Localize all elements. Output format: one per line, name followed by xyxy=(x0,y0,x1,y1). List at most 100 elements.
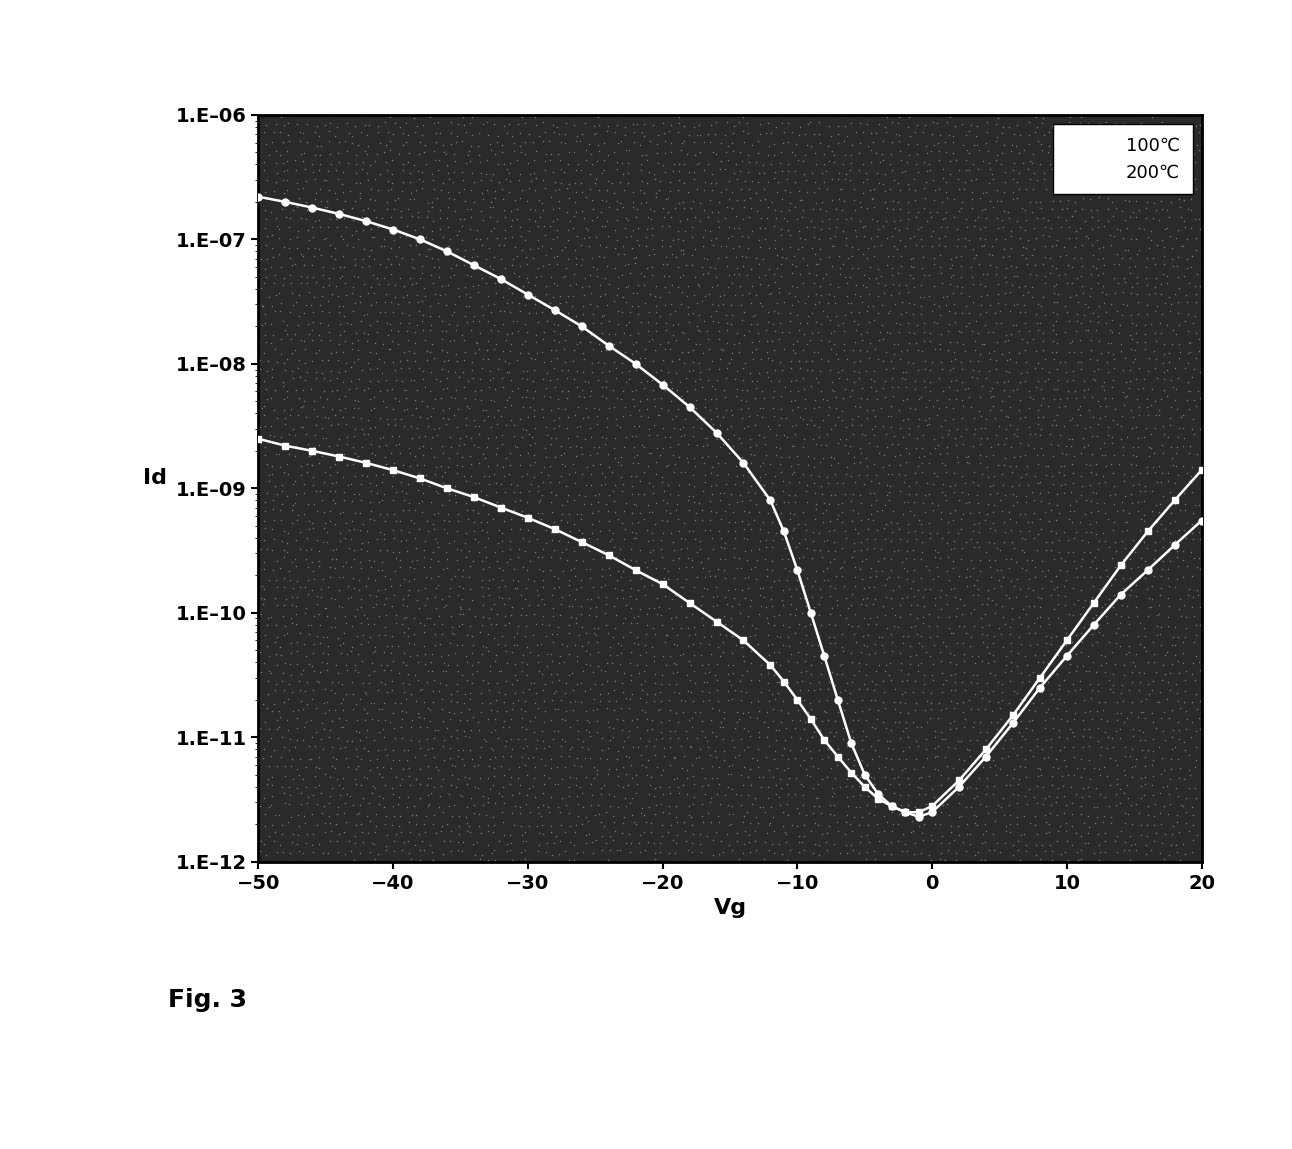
Point xyxy=(717,151,738,169)
Point xyxy=(761,124,782,142)
Point xyxy=(873,684,894,702)
Point xyxy=(824,541,845,560)
Point xyxy=(421,493,442,511)
Point xyxy=(699,634,720,653)
200℃ xyxy=(466,491,482,504)
Point xyxy=(837,788,858,807)
Point xyxy=(877,256,898,275)
Point xyxy=(433,853,453,871)
Point xyxy=(1035,842,1056,861)
Point xyxy=(683,170,704,188)
Point xyxy=(501,597,522,616)
Point xyxy=(1191,193,1212,211)
Point xyxy=(939,504,960,523)
Point xyxy=(1058,850,1079,869)
Point xyxy=(525,453,545,471)
100℃ xyxy=(521,287,536,301)
100℃ xyxy=(305,201,320,215)
Point xyxy=(778,323,798,341)
Point xyxy=(725,456,745,475)
Point xyxy=(522,427,543,446)
Point xyxy=(463,552,483,570)
Point xyxy=(740,855,761,873)
Point xyxy=(614,758,634,777)
Point xyxy=(946,390,966,408)
Point xyxy=(296,599,317,617)
Point xyxy=(267,596,288,615)
Point xyxy=(453,180,474,199)
Point xyxy=(1142,750,1163,769)
Point xyxy=(795,712,815,731)
Point xyxy=(1061,183,1081,201)
Point xyxy=(1189,381,1209,400)
Point xyxy=(283,825,304,843)
Point xyxy=(1016,486,1036,504)
Point xyxy=(540,151,561,169)
Point xyxy=(1053,145,1074,163)
Point xyxy=(256,846,276,864)
Point xyxy=(698,663,718,681)
Point xyxy=(858,349,879,368)
Point xyxy=(709,416,730,434)
Point xyxy=(1160,173,1181,192)
Point xyxy=(297,558,318,577)
Point xyxy=(1047,665,1067,684)
Point xyxy=(973,758,994,777)
Point xyxy=(659,778,680,796)
Point xyxy=(603,184,624,202)
Point xyxy=(827,756,848,774)
Point xyxy=(1182,693,1203,711)
Point xyxy=(817,307,837,325)
Point xyxy=(1160,770,1181,788)
Point xyxy=(1019,381,1040,400)
Point xyxy=(298,447,319,465)
Point xyxy=(1149,604,1169,623)
Point xyxy=(337,154,358,172)
Point xyxy=(258,466,279,485)
Point xyxy=(359,371,380,390)
Point xyxy=(665,703,686,722)
Point xyxy=(433,353,453,371)
Point xyxy=(412,264,433,283)
Point xyxy=(1063,116,1084,134)
Point xyxy=(1172,146,1193,164)
Point xyxy=(1133,723,1154,741)
Point xyxy=(572,344,593,362)
Point xyxy=(824,646,845,664)
Point xyxy=(651,816,672,834)
Point xyxy=(1004,539,1025,557)
Point xyxy=(576,642,597,661)
Point xyxy=(370,349,390,368)
Point xyxy=(366,817,386,835)
Point xyxy=(572,529,593,547)
Point xyxy=(1079,737,1099,755)
Point xyxy=(1174,693,1195,711)
Point xyxy=(461,466,482,485)
Point xyxy=(804,229,824,247)
Point xyxy=(550,606,571,624)
Point xyxy=(274,596,295,615)
Point xyxy=(1190,134,1211,153)
Point xyxy=(888,618,908,637)
Point xyxy=(904,617,925,635)
Point xyxy=(694,579,714,597)
Point xyxy=(1176,529,1196,547)
Point xyxy=(420,608,441,626)
Point xyxy=(796,361,817,379)
Point xyxy=(381,596,402,615)
Point xyxy=(689,354,709,372)
Point xyxy=(738,738,758,756)
Point xyxy=(953,702,974,720)
Point xyxy=(468,276,488,294)
Point xyxy=(1059,495,1080,514)
Point xyxy=(907,116,928,134)
Point xyxy=(642,240,663,259)
Point xyxy=(749,503,770,522)
Point xyxy=(1180,334,1200,353)
Point xyxy=(951,808,972,826)
Point xyxy=(386,247,407,265)
Point xyxy=(444,703,465,722)
Point xyxy=(1099,226,1120,245)
Point xyxy=(611,154,632,172)
Point xyxy=(871,236,891,254)
